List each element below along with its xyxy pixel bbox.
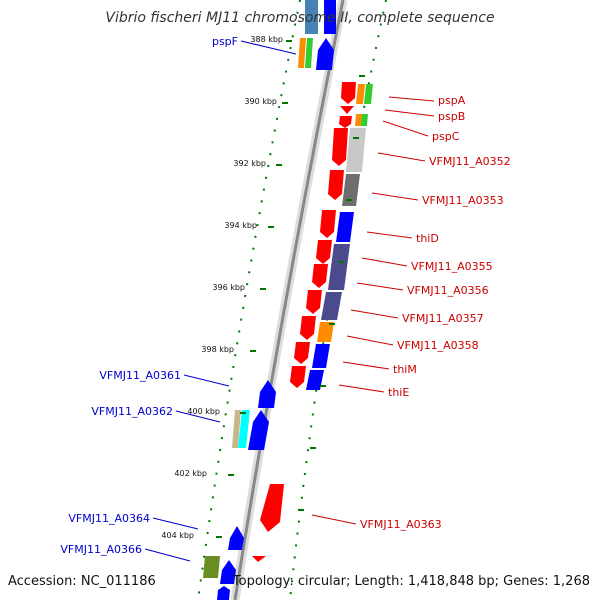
chromosome-backbone [230, 0, 348, 600]
scale-label: 396 kbp [212, 283, 245, 292]
gene-forward [356, 84, 365, 104]
leader-lines-reverse [311, 96, 435, 525]
gene-thiE [290, 366, 306, 388]
gene-forward [238, 410, 250, 448]
gene-VFMJ11_A0362 [232, 410, 241, 448]
gene-label-VFMJ11_A0357: VFMJ11_A0357 [402, 312, 484, 325]
scale-label: 388 kbp [250, 35, 283, 44]
scale-label: 398 kbp [201, 345, 234, 354]
gene-forward [317, 322, 334, 342]
gene-label-pspC: pspC [432, 130, 460, 143]
gene-VFMJ11_A0363 [260, 484, 284, 532]
gene-label-VFMJ11_A0363: VFMJ11_A0363 [360, 518, 442, 531]
leader-lines-forward [144, 40, 297, 562]
gene-forward [328, 244, 350, 290]
gene-pspF [298, 38, 306, 68]
scale-label: 392 kbp [233, 159, 266, 168]
gene-forward [312, 344, 330, 368]
gene-label-VFMJ11_A0361: VFMJ11_A0361 [99, 369, 181, 382]
gene-label-VFMJ11_A0355: VFMJ11_A0355 [411, 260, 493, 273]
genome-summary-text: Topology: circular; Length: 1,418,848 bp… [232, 574, 590, 589]
gene-forward [321, 292, 342, 320]
gene-forward [306, 370, 324, 390]
gene-label-VFMJ11_A0356: VFMJ11_A0356 [407, 284, 489, 297]
gene-VFMJ11_A0356 [312, 264, 328, 288]
gene-VFMJ11_A0366 [203, 556, 220, 578]
gene-VFMJ11_A0364 [228, 526, 244, 550]
gene-label-VFMJ11_A0352: VFMJ11_A0352 [429, 155, 511, 168]
forward-genes [203, 0, 336, 600]
gene-forward [305, 38, 313, 68]
gene-label-pspA: pspA [438, 94, 466, 107]
gene-forward [248, 410, 269, 450]
gene-forward [364, 84, 373, 104]
gene-label-VFMJ11_A0362: VFMJ11_A0362 [91, 405, 173, 418]
gene-label-pspB: pspB [438, 110, 465, 123]
scale-label: 394 kbp [224, 221, 257, 230]
gene-pspB [340, 106, 354, 114]
gene-forward [252, 556, 266, 562]
gene-label-pspF: pspF [212, 35, 238, 48]
gene-pspA [341, 82, 356, 104]
scale-labels: 388 kbp 390 kbp 392 kbp 394 kbp 396 kbp … [161, 35, 283, 540]
gene-forward [361, 114, 368, 126]
reverse-genes [252, 82, 373, 562]
gene-forward [305, 0, 318, 34]
gene-label-thiE: thiE [388, 386, 409, 399]
gene-pspC [339, 116, 352, 128]
gene-VFMJ11_A0358 [300, 316, 316, 340]
gene-forward [316, 38, 334, 70]
gene-VFMJ11_A0352 [332, 128, 348, 166]
scale-ticks [216, 40, 365, 538]
gene-forward [346, 128, 366, 172]
gene-forward [342, 174, 360, 206]
inner-tick-ring [197, 0, 301, 600]
accession-text: Accession: NC_011186 [8, 574, 156, 589]
reverse-gene-labels: pspA pspB pspC VFMJ11_A0352 VFMJ11_A0353… [360, 94, 511, 531]
gene-label-VFMJ11_A0366: VFMJ11_A0366 [60, 543, 142, 556]
scale-label: 400 kbp [187, 407, 220, 416]
scale-label: 404 kbp [161, 531, 194, 540]
gene-label-thiD: thiD [416, 232, 439, 245]
gene-thiM [294, 342, 310, 364]
gene-VFMJ11_A0355 [316, 240, 332, 264]
gene-VFMJ11_A0357 [306, 290, 322, 314]
scale-label: 402 kbp [174, 469, 207, 478]
gene-label-VFMJ11_A0364: VFMJ11_A0364 [68, 512, 150, 525]
gene-VFMJ11_A0353 [328, 170, 344, 200]
map-title: Vibrio fischeri MJ11 chromosome II, comp… [105, 10, 495, 26]
gene-label-VFMJ11_A0353: VFMJ11_A0353 [422, 194, 504, 207]
gene-thiD [320, 210, 336, 238]
gene-forward [220, 560, 236, 584]
scale-label: 390 kbp [244, 97, 277, 106]
gene-label-thiM: thiM [393, 363, 417, 376]
gene-forward [355, 114, 362, 126]
gene-forward [336, 212, 354, 242]
gene-forward [324, 0, 336, 34]
gene-VFMJ11_A0361 [258, 380, 276, 408]
forward-gene-labels: pspF VFMJ11_A0361 VFMJ11_A0362 VFMJ11_A0… [60, 35, 238, 556]
gene-forward [217, 586, 230, 600]
gene-label-VFMJ11_A0358: VFMJ11_A0358 [397, 339, 479, 352]
